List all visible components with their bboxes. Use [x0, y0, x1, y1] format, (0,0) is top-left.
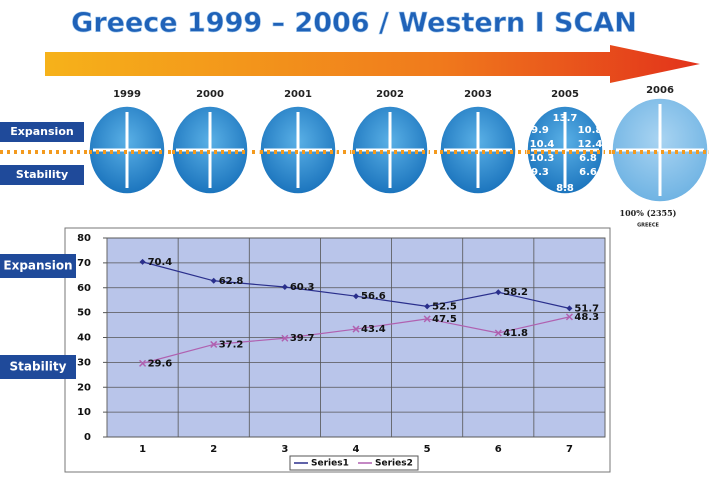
year-label: 2006 [646, 85, 674, 96]
timeline: 1999 2000 2001 2002 2003 2005 2006 Expansion Sta… [0, 85, 709, 229]
globe-value: 6.6 [579, 167, 597, 178]
page-title: Greece 1999 – 2006 / Western I SCAN [71, 8, 637, 39]
y-tick-label: 10 [77, 407, 91, 418]
y-tick-label: 50 [77, 308, 91, 319]
year-label: 2000 [196, 89, 224, 100]
x-tick-label: 1 [139, 444, 146, 455]
legend-label: Series2 [375, 459, 413, 469]
data-label: 60.3 [290, 282, 315, 293]
data-label: 62.8 [219, 276, 244, 287]
globe-value: 9.9 [531, 125, 549, 136]
y-tick-label: 60 [77, 283, 91, 294]
x-tick-label: 7 [566, 444, 573, 455]
y-tick-label: 70 [77, 258, 91, 269]
data-label: 39.7 [290, 333, 315, 344]
globe-value: 6.8 [579, 153, 597, 164]
timeline-arrow [45, 45, 700, 83]
year-label: 1999 [113, 89, 141, 100]
x-tick-label: 3 [281, 444, 288, 455]
y-tick-label: 30 [77, 357, 91, 368]
annotation: Stability [10, 360, 67, 374]
x-tick-label: 4 [353, 444, 360, 455]
data-label: 58.2 [503, 287, 528, 298]
year-label: 2003 [464, 89, 492, 100]
y-tick-label: 20 [77, 382, 91, 393]
data-label: 52.5 [432, 301, 457, 312]
y-tick-label: 80 [77, 233, 91, 244]
data-label: 43.4 [361, 324, 386, 335]
side-label: Stability [16, 168, 68, 181]
total-label: 100% (2355) [620, 208, 677, 218]
country-label: GREECE [637, 223, 659, 229]
globe-value: 8.8 [556, 183, 574, 194]
data-label: 29.6 [148, 358, 173, 369]
data-label: 70.4 [148, 257, 173, 268]
globe-value: 12.4 [578, 139, 603, 150]
y-tick-label: 0 [84, 432, 91, 443]
globe-value: 13.7 [553, 113, 578, 124]
globe-value: 10.3 [530, 153, 555, 164]
year-label: 2001 [284, 89, 312, 100]
y-tick-label: 40 [77, 333, 91, 344]
x-tick-label: 6 [495, 444, 502, 455]
data-label: 37.2 [219, 339, 244, 350]
data-label: 41.8 [503, 328, 528, 339]
data-label: 48.3 [574, 312, 599, 323]
page: Greece 1999 – 2006 / Western I SCAN 1999… [0, 0, 709, 473]
year-label: 2005 [551, 89, 579, 100]
data-label: 47.5 [432, 314, 457, 325]
x-tick-label: 5 [424, 444, 431, 455]
data-label: 56.6 [361, 291, 386, 302]
annotation: Expansion [3, 259, 72, 273]
globe-value: 9.3 [531, 167, 549, 178]
globe-value: 10.8 [578, 125, 603, 136]
legend-label: Series1 [311, 459, 349, 469]
year-label: 2002 [376, 89, 404, 100]
x-tick-label: 2 [210, 444, 217, 455]
side-label: Expansion [10, 125, 73, 138]
globe-value: 10.4 [530, 139, 555, 150]
